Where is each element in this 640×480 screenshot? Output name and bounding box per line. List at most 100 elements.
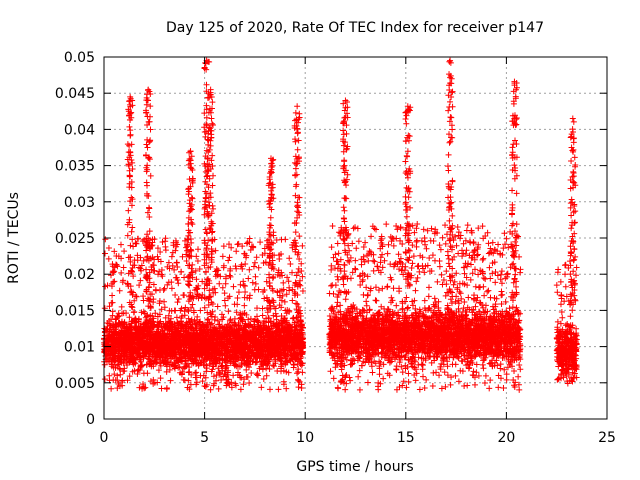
data-point [134, 252, 141, 259]
data-point [287, 261, 294, 268]
data-point [228, 384, 235, 391]
data-point [157, 258, 164, 265]
data-point [152, 310, 159, 317]
data-point [137, 277, 144, 284]
data-point [276, 302, 283, 309]
data-point [101, 361, 108, 368]
data-point [150, 299, 157, 306]
data-point [187, 381, 194, 388]
data-point [109, 299, 116, 306]
data-point [172, 292, 179, 299]
data-point [142, 314, 149, 321]
data-point [102, 236, 109, 243]
data-point [138, 262, 145, 269]
data-point [246, 379, 253, 386]
data-point [275, 386, 282, 393]
data-point [162, 314, 169, 321]
data-point [118, 269, 125, 276]
data-point [240, 381, 247, 388]
data-point [227, 273, 234, 280]
data-point [132, 240, 139, 247]
data-point [250, 263, 257, 270]
data-point [242, 260, 249, 267]
data-point [185, 315, 192, 322]
data-point [237, 386, 244, 393]
data-point [228, 244, 235, 251]
data-point [258, 384, 265, 391]
data-point [281, 298, 288, 305]
data-point [158, 306, 165, 313]
data-point [117, 366, 124, 373]
data-point [220, 243, 227, 250]
data-point [143, 247, 150, 254]
data-point [157, 375, 164, 382]
data-point [219, 253, 226, 260]
data-point [235, 289, 242, 296]
data-point [136, 384, 143, 391]
data-point [260, 376, 267, 383]
data-point [262, 259, 269, 266]
data-point [126, 373, 133, 380]
data-point [193, 322, 200, 329]
data-point [161, 298, 168, 305]
data-point [132, 293, 139, 300]
data-point [108, 385, 115, 392]
data-point [212, 289, 219, 296]
data-point [121, 248, 128, 255]
data-point [216, 280, 223, 287]
chart-title: Day 125 of 2020, Rate Of TEC Index for r… [166, 20, 544, 36]
data-point [255, 372, 261, 379]
data-point [212, 377, 219, 384]
data-point [120, 264, 127, 271]
data-point [214, 303, 221, 310]
data-point [163, 361, 170, 368]
data-point [109, 292, 116, 299]
data-point [221, 290, 228, 297]
data-point [211, 285, 218, 292]
data-point [175, 296, 182, 303]
data-point [295, 377, 302, 384]
data-point [166, 265, 173, 272]
data-point [137, 265, 144, 272]
data-point [280, 279, 287, 286]
data-point [299, 287, 306, 294]
data-point [118, 303, 125, 310]
data-point [261, 245, 268, 252]
data-point [111, 371, 118, 378]
data-point [140, 257, 147, 264]
data-point [246, 266, 253, 273]
data-point [285, 278, 292, 285]
data-point [134, 235, 141, 242]
data-point [110, 279, 117, 286]
data-point [171, 266, 178, 273]
data-point [225, 308, 232, 315]
data-point [174, 299, 181, 306]
data-point [240, 278, 247, 285]
data-point [234, 294, 241, 301]
data-point [255, 264, 262, 271]
data-point [159, 239, 166, 246]
data-point [233, 265, 240, 272]
data-point [191, 317, 198, 324]
data-point [239, 243, 246, 250]
data-point [165, 259, 172, 266]
data-point [204, 309, 211, 316]
data-point [241, 282, 248, 289]
data-point [295, 269, 302, 276]
data-point [298, 260, 305, 267]
data-point [110, 268, 117, 275]
data-point [193, 369, 200, 376]
data-point [144, 311, 151, 318]
data-point [192, 374, 199, 381]
data-point [130, 273, 137, 280]
data-point [165, 312, 172, 319]
data-point [230, 283, 237, 290]
data-point [116, 287, 123, 294]
data-point [140, 370, 147, 377]
data-point [131, 257, 138, 264]
data-point [176, 363, 183, 370]
data-point [299, 242, 306, 249]
data-points [101, 57, 580, 393]
